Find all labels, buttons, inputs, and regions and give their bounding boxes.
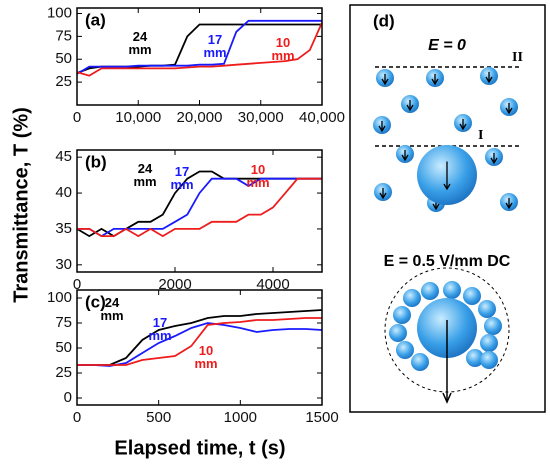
y-tick-label: 100: [47, 4, 72, 21]
arrow-head: [505, 107, 513, 115]
arrow-head: [442, 392, 452, 404]
particle: [421, 282, 439, 300]
y-tick-label: 25: [55, 73, 72, 90]
y-tick-label: 100: [47, 289, 72, 306]
panel-label: (a): [85, 10, 106, 29]
plot-frame: [76, 289, 323, 406]
arrow-head: [431, 78, 439, 86]
arrow-head: [378, 125, 386, 133]
diagram: (d) E = 0 II I E = 0.5 V/mm DC: [349, 4, 546, 413]
x-tick-label: 2000: [158, 276, 191, 293]
particle: [389, 324, 407, 342]
diagram-label: (d): [373, 11, 395, 30]
series-label: 24 mm: [133, 161, 157, 189]
field-off-label: E = 0: [428, 37, 466, 54]
particle: [484, 317, 502, 335]
series-line: [76, 22, 323, 77]
arrow-head: [490, 157, 498, 165]
y-tick-label: 30: [55, 256, 72, 273]
particle: [466, 349, 484, 367]
upper-line-label: II: [512, 50, 523, 65]
series-label: 10 mm: [246, 162, 270, 190]
series-line: [77, 177, 322, 238]
series-line: [76, 170, 322, 238]
y-tick-label: 40: [55, 184, 72, 201]
series-line: [77, 309, 323, 366]
plot-frame: [76, 149, 323, 273]
diagram-frame: [349, 4, 546, 413]
y-tick-label: 75: [55, 314, 72, 331]
series-label: 10 mm: [194, 343, 218, 371]
arrow-head: [401, 154, 409, 162]
series-line: [77, 317, 322, 366]
arrow-head: [459, 123, 467, 131]
x-tick-label: 1500: [305, 409, 338, 426]
particle: [396, 341, 414, 359]
panel-label: (c): [85, 292, 106, 311]
particle: [478, 300, 496, 318]
series-label: 17 mm: [148, 315, 172, 343]
y-axis-label: Transmittance, T (%): [10, 107, 32, 303]
particle: [411, 353, 429, 371]
series-label: 10 mm: [271, 35, 295, 63]
x-tick-label: 20,000: [177, 109, 223, 126]
x-tick-label: 0: [73, 409, 81, 426]
series-line: [77, 177, 322, 238]
particle: [443, 281, 461, 299]
arrow-head: [406, 104, 414, 112]
x-tick-label: 1000: [224, 409, 257, 426]
particles: [373, 67, 518, 404]
plot-frame: [76, 7, 323, 106]
arrow-head: [505, 202, 513, 210]
series-line: [76, 19, 322, 75]
x-tick-label: 0: [73, 109, 81, 126]
panel-label: (b): [85, 152, 107, 171]
y-tick-label: 50: [55, 50, 72, 67]
x-tick-label: 30,000: [238, 109, 284, 126]
x-tick-label: 4000: [256, 276, 289, 293]
y-tick-label: 0: [64, 389, 72, 406]
series-label: 17 mm: [170, 164, 194, 192]
x-tick-label: 10,000: [115, 109, 161, 126]
arrow-head: [381, 78, 389, 86]
y-tick-label: 50: [55, 339, 72, 356]
series-label: 24 mm: [100, 295, 124, 323]
particle: [480, 334, 498, 352]
x-tick-label: 0: [73, 276, 81, 293]
particle: [393, 306, 411, 324]
particle: [463, 287, 481, 305]
particle: [480, 351, 498, 369]
y-tick-label: 25: [55, 364, 72, 381]
arrow-head: [443, 183, 451, 191]
x-tick-label: 500: [146, 409, 171, 426]
lower-line-label: I: [478, 128, 483, 143]
y-tick-label: 35: [55, 220, 72, 237]
series-label: 24 mm: [128, 29, 152, 57]
particle: [403, 289, 421, 307]
arrow-head: [432, 203, 440, 211]
arrow-head: [379, 192, 387, 200]
x-axis-label: Elapsed time, t (s): [114, 437, 285, 459]
x-tick-label: 40,000: [299, 109, 345, 126]
arrow-head: [485, 76, 493, 84]
y-tick-label: 75: [55, 27, 72, 44]
y-tick-label: 45: [55, 148, 72, 165]
series-label: 17 mm: [203, 32, 227, 60]
field-on-label: E = 0.5 V/mm DC: [384, 253, 511, 270]
